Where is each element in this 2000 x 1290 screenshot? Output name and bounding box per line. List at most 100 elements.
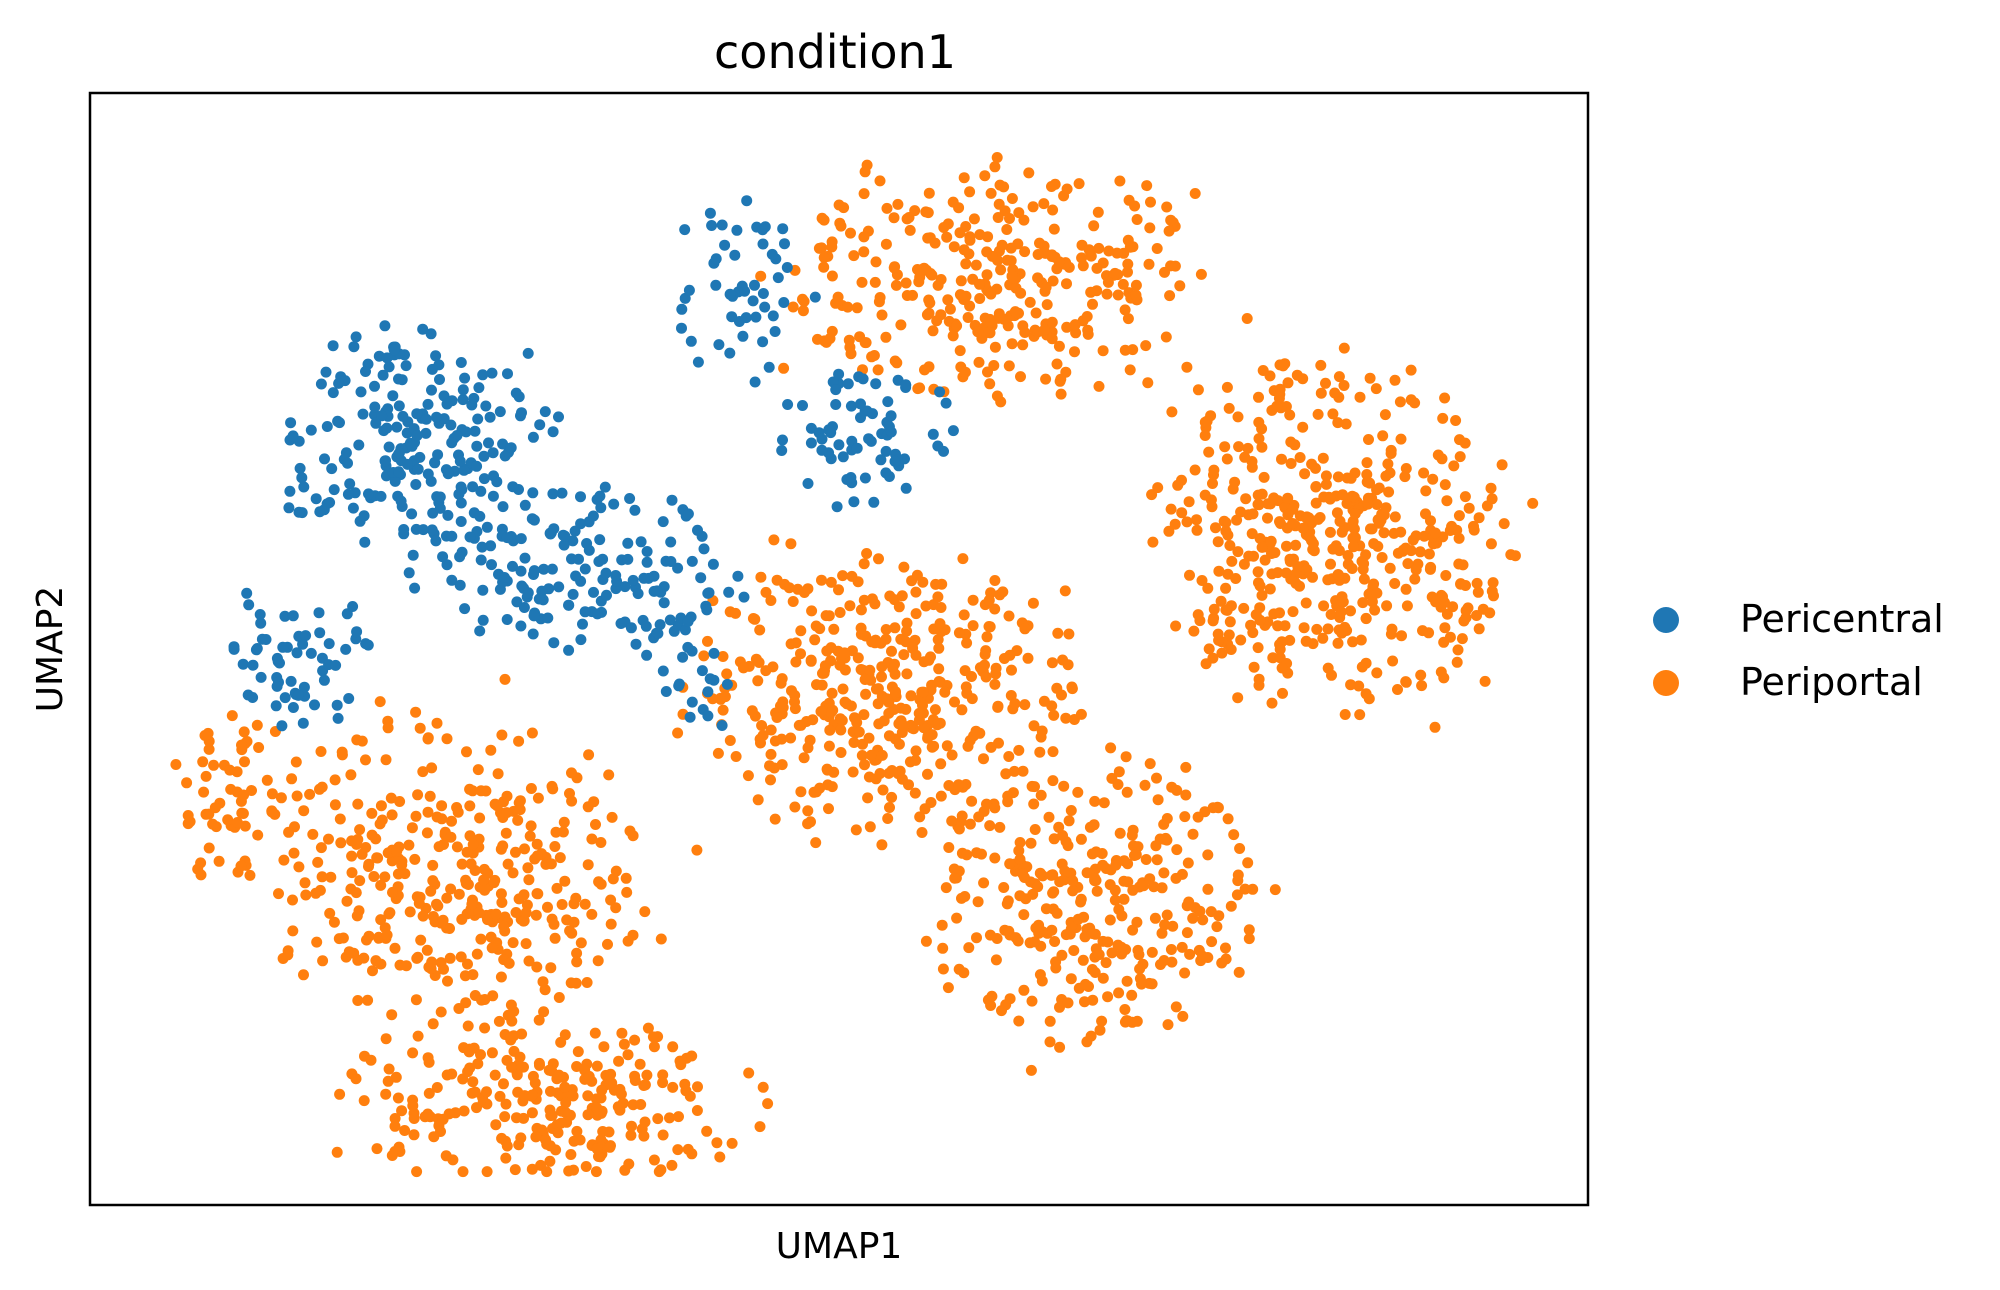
point-pericentral — [297, 717, 309, 729]
point-periportal — [551, 882, 563, 894]
point-periportal — [442, 975, 453, 987]
point-periportal — [756, 720, 768, 731]
point-periportal — [1113, 766, 1125, 778]
point-pericentral — [527, 487, 539, 499]
point-pericentral — [716, 219, 728, 231]
point-periportal — [1146, 946, 1158, 958]
point-periportal — [1418, 467, 1430, 479]
point-pericentral — [559, 530, 571, 542]
point-periportal — [1170, 1001, 1182, 1013]
point-pericentral — [383, 441, 395, 453]
point-periportal — [368, 871, 380, 882]
point-periportal — [1126, 989, 1138, 1001]
point-periportal — [512, 814, 524, 826]
point-periportal — [1221, 453, 1233, 465]
point-pericentral — [285, 675, 297, 687]
point-periportal — [881, 202, 893, 214]
point-pericentral — [698, 543, 710, 555]
point-pericentral — [641, 649, 653, 661]
point-pericentral — [398, 524, 410, 535]
point-periportal — [435, 1006, 447, 1018]
point-periportal — [1069, 319, 1081, 331]
point-periportal — [582, 1109, 594, 1121]
point-pericentral — [294, 462, 306, 474]
point-periportal — [629, 1034, 641, 1046]
point-periportal — [407, 1047, 419, 1059]
point-periportal — [1219, 441, 1231, 453]
point-periportal — [1253, 679, 1265, 691]
point-periportal — [1281, 540, 1292, 552]
point-periportal — [1044, 1015, 1056, 1027]
point-periportal — [299, 877, 311, 889]
point-periportal — [1220, 604, 1232, 616]
point-periportal — [1224, 616, 1236, 628]
point-periportal — [1265, 536, 1277, 548]
point-periportal — [1050, 962, 1062, 974]
point-periportal — [441, 733, 453, 745]
point-periportal — [426, 956, 438, 968]
point-periportal — [1268, 608, 1280, 620]
point-periportal — [1282, 509, 1294, 521]
point-periportal — [1416, 680, 1428, 692]
point-periportal — [549, 841, 561, 852]
point-periportal — [1029, 781, 1040, 793]
point-periportal — [1287, 518, 1299, 529]
point-periportal — [1152, 794, 1164, 806]
point-periportal — [996, 239, 1008, 251]
point-periportal — [1189, 188, 1201, 199]
point-periportal — [1267, 652, 1279, 664]
point-periportal — [876, 839, 888, 851]
point-periportal — [513, 735, 525, 747]
point-periportal — [959, 891, 971, 902]
point-pericentral — [313, 607, 325, 619]
legend-marker-pericentral — [1653, 607, 1679, 633]
point-periportal — [1054, 1001, 1065, 1013]
point-periportal — [1150, 840, 1162, 852]
point-periportal — [1451, 656, 1463, 668]
point-periportal — [1294, 452, 1306, 463]
point-periportal — [1101, 288, 1113, 300]
point-periportal — [1032, 272, 1044, 284]
point-pericentral — [579, 563, 591, 575]
point-pericentral — [363, 488, 374, 500]
point-periportal — [1342, 550, 1354, 561]
point-periportal — [1102, 276, 1114, 288]
point-periportal — [1246, 528, 1258, 540]
point-pericentral — [271, 652, 283, 664]
point-periportal — [1151, 243, 1163, 254]
point-periportal — [1047, 275, 1059, 287]
point-periportal — [1332, 417, 1344, 429]
point-periportal — [1131, 214, 1143, 225]
point-periportal — [711, 1137, 723, 1149]
point-periportal — [304, 788, 316, 800]
point-periportal — [1456, 633, 1468, 645]
point-periportal — [1019, 699, 1031, 711]
point-pericentral — [766, 248, 778, 260]
point-periportal — [790, 656, 802, 668]
point-periportal — [931, 719, 943, 731]
point-periportal — [533, 1057, 545, 1069]
point-pericentral — [706, 220, 718, 231]
point-pericentral — [732, 570, 744, 582]
point-periportal — [374, 696, 386, 708]
point-periportal — [882, 813, 894, 824]
point-periportal — [1317, 632, 1329, 644]
point-periportal — [932, 591, 944, 603]
point-pericentral — [619, 581, 631, 593]
point-periportal — [1460, 580, 1471, 591]
point-periportal — [994, 821, 1006, 833]
point-periportal — [1156, 882, 1168, 894]
point-periportal — [203, 842, 215, 854]
point-pericentral — [546, 563, 558, 575]
point-periportal — [383, 1063, 395, 1075]
point-pericentral — [629, 504, 641, 516]
point-pericentral — [497, 501, 509, 513]
point-periportal — [1113, 987, 1125, 999]
point-periportal — [1463, 502, 1475, 514]
point-periportal — [532, 792, 544, 804]
point-periportal — [424, 790, 436, 802]
point-periportal — [427, 859, 439, 871]
point-periportal — [929, 704, 941, 716]
point-periportal — [648, 1154, 660, 1166]
point-periportal — [1213, 565, 1225, 577]
